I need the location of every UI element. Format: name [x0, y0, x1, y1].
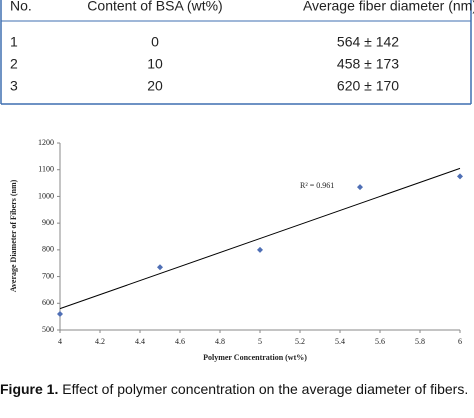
y-tick-label: 600 [42, 298, 54, 307]
data-point [157, 264, 163, 271]
trendline [59, 167, 461, 310]
y-tick-label: 700 [42, 271, 54, 280]
x-tick-label: 5.4 [335, 337, 345, 346]
table-cell: 0 [151, 34, 159, 50]
table-cell: 458 ± 173 [337, 56, 399, 72]
x-tick-label: 5.8 [415, 337, 425, 346]
y-tick-label: 800 [42, 245, 54, 254]
y-axis-title: Average Diameter of Fibers (nm) [9, 179, 18, 292]
figure: No. Content of BSA (wt%) Average fiber dia… [0, 0, 474, 362]
table-cell: 3 [10, 78, 18, 94]
table-cell: 620 ± 170 [337, 78, 399, 94]
chart: Polymer Concentration (wt%) Average Diam… [9, 138, 463, 362]
y-tick-label: 1200 [38, 138, 54, 147]
annotation: R² = 0.961 [300, 181, 334, 190]
caption: Figure 1. Effect of polymer concentratio… [0, 380, 472, 398]
table-header-cell: Average fiber diameter (nm) [303, 0, 474, 14]
x-tick-label: 5.2 [295, 337, 305, 346]
table-cell: 20 [147, 78, 163, 94]
x-tick-label: 6 [458, 337, 462, 346]
data-point [57, 310, 63, 317]
x-tick-label: 4 [58, 337, 62, 346]
x-tick-label: 4.2 [95, 337, 105, 346]
data-point [457, 173, 463, 180]
table-cell: 2 [10, 56, 18, 72]
caption-label: Figure 1. [0, 381, 59, 397]
table-header-cell: No. [10, 0, 32, 14]
table-cell: 10 [147, 56, 163, 72]
x-tick-label: 5 [258, 337, 262, 346]
caption-text: Effect of polymer concentration on the a… [62, 381, 469, 397]
x-axis-title: Polymer Concentration (wt%) [203, 353, 307, 362]
table-cell: 1 [10, 34, 18, 50]
y-tick-label: 1000 [38, 191, 54, 200]
y-tick-label: 900 [42, 218, 54, 227]
x-tick-label: 4.4 [135, 337, 145, 346]
table-header-cell: Content of BSA (wt%) [87, 0, 222, 14]
x-tick-label: 5.6 [375, 337, 385, 346]
data-point [357, 184, 363, 191]
y-tick-label: 1100 [38, 165, 54, 174]
x-tick-label: 4.6 [175, 337, 185, 346]
table-cell: 564 ± 142 [337, 34, 399, 50]
x-tick-label: 4.8 [215, 337, 225, 346]
data-point [257, 246, 263, 253]
table: No. Content of BSA (wt%) Average fiber dia… [10, 0, 474, 94]
y-tick-label: 500 [42, 325, 54, 334]
